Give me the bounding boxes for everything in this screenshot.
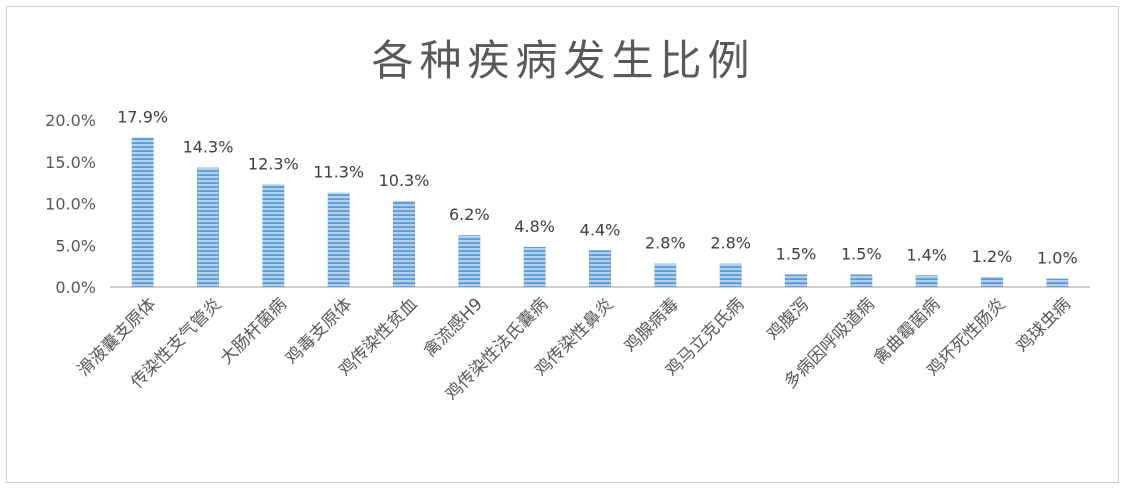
data-label: 1.5% xyxy=(776,244,817,263)
data-label: 14.3% xyxy=(183,138,234,157)
bar xyxy=(981,276,1003,287)
bar xyxy=(1046,278,1069,287)
bar xyxy=(589,250,611,287)
category-label: 鸡球虫病 xyxy=(1013,294,1075,356)
category-label: 大肠杆菌病 xyxy=(217,294,291,368)
bar xyxy=(393,200,415,287)
category-label: 鸡腺病毒 xyxy=(621,294,683,356)
y-tick-label: 5.0% xyxy=(55,236,96,255)
category-label: 鸡腹泻 xyxy=(763,294,813,344)
bar xyxy=(197,167,219,287)
data-label: 4.4% xyxy=(580,220,621,239)
data-label: 10.3% xyxy=(379,171,430,190)
y-tick-label: 15.0% xyxy=(45,153,96,172)
data-label: 1.4% xyxy=(906,245,947,264)
bar xyxy=(327,192,350,287)
category-labels: 滑液囊支原体传染性支气管炎大肠杆菌病鸡毒支原体鸡传染性贫血禽流感H9鸡传染性法氏… xyxy=(74,294,1075,404)
bar xyxy=(654,263,677,287)
y-axis-tick-labels: 0.0% 5.0% 10.0% 15.0% 20.0% xyxy=(45,111,96,297)
chart-frame: 各种疾病发生比例 xyxy=(6,6,1119,483)
y-tick-label: 10.0% xyxy=(45,195,96,214)
data-label: 1.0% xyxy=(1037,249,1078,268)
category-label: 禽流感H9 xyxy=(420,294,487,361)
bar xyxy=(785,274,807,287)
data-label: 2.8% xyxy=(710,234,751,253)
bar xyxy=(458,235,481,287)
data-label: 2.8% xyxy=(645,234,686,253)
bar xyxy=(850,274,873,287)
data-label: 4.8% xyxy=(514,217,555,236)
bars xyxy=(131,137,1069,287)
bar xyxy=(915,275,938,287)
y-tick-label: 0.0% xyxy=(55,278,96,297)
bar xyxy=(719,263,742,287)
data-label: 12.3% xyxy=(248,154,299,173)
data-label: 6.2% xyxy=(449,205,490,224)
bar xyxy=(131,137,154,287)
data-label: 17.9% xyxy=(117,108,168,127)
chart-title: 各种疾病发生比例 xyxy=(371,36,756,85)
data-label: 11.3% xyxy=(313,163,364,182)
y-tick-label: 20.0% xyxy=(45,111,96,130)
data-label: 1.2% xyxy=(972,247,1013,266)
data-labels: 17.9% 14.3% 12.3% 11.3% 10.3% 6.2% 4.8% 4.4% 2.8… xyxy=(117,108,1077,268)
bar xyxy=(523,246,546,287)
data-label: 1.5% xyxy=(841,244,882,263)
bar xyxy=(262,184,285,287)
